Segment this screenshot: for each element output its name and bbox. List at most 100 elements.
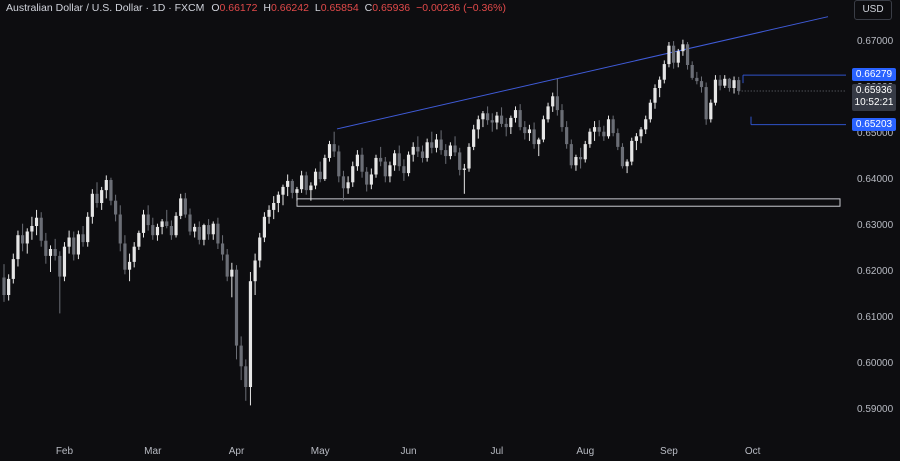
candle-down (216, 217, 220, 249)
candle-body (365, 171, 369, 185)
candle-body (495, 115, 499, 123)
candle-body (630, 140, 634, 162)
candle-down (318, 161, 322, 183)
candle-up (634, 133, 638, 151)
candle-body (109, 180, 113, 201)
candle-body (216, 223, 220, 244)
candle-down (123, 235, 127, 275)
candle-body (151, 225, 155, 236)
candle-body (448, 145, 452, 157)
candle-up (393, 150, 397, 171)
candle-down (499, 107, 504, 128)
candle-body (444, 150, 448, 157)
candle-up (100, 186, 104, 210)
candle-up (583, 140, 587, 163)
candle-up (639, 127, 643, 144)
candle-down (569, 139, 573, 169)
candle-body (611, 119, 615, 134)
high-label: H (263, 2, 271, 14)
candle-up (295, 186, 299, 201)
candle-down (579, 147, 583, 169)
candle-up (16, 230, 20, 267)
candle-body (704, 87, 708, 120)
candle-body (248, 281, 253, 387)
candle-body (732, 80, 736, 88)
candle-body (690, 65, 694, 78)
candle-body (332, 144, 336, 152)
candle-body (481, 113, 485, 120)
candle-body (602, 131, 606, 137)
candle-body (555, 96, 559, 111)
candle-down (597, 120, 601, 137)
candle-body (360, 154, 364, 172)
candle-body (53, 249, 57, 256)
candle-body (62, 246, 67, 277)
candle-body (300, 175, 304, 190)
candle-body (174, 215, 178, 236)
candle-down (53, 238, 57, 261)
candle-body (541, 119, 545, 140)
candle-body (211, 223, 215, 235)
price-tick-label: 0.63000 (857, 220, 894, 231)
candle-body (355, 154, 359, 167)
candle-up (592, 121, 597, 141)
candle-body (486, 113, 490, 121)
candle-body (723, 78, 727, 86)
symbol-title[interactable]: Australian Dollar / U.S. Dollar · 1D · F… (6, 2, 205, 14)
candle-down (58, 251, 62, 314)
candle-down (81, 226, 85, 247)
candle-body (114, 200, 118, 215)
candle-up (472, 124, 476, 151)
candle-down (151, 217, 155, 240)
candle-down (360, 147, 364, 178)
candle-body (527, 129, 532, 134)
candle-body (430, 142, 434, 148)
candle-body (737, 80, 741, 91)
candle-down (379, 146, 383, 167)
candle-body (30, 226, 34, 232)
candle-down (21, 223, 25, 252)
candle-down (383, 157, 387, 183)
candle-body (258, 237, 262, 261)
candle-body (160, 221, 164, 227)
candle-up (202, 223, 206, 246)
candle-up (467, 143, 471, 172)
low-label: L (314, 2, 321, 14)
candle-body (234, 269, 239, 346)
candle-body (462, 168, 466, 170)
candle-down (337, 145, 341, 183)
candle-up (323, 154, 327, 181)
candle-body (634, 136, 638, 141)
time-tick-label: Sep (660, 446, 678, 457)
time-tick-label: Mar (144, 446, 162, 457)
price-tick-label: 0.65000 (857, 128, 894, 139)
candle-body (165, 221, 169, 226)
candle-down (560, 104, 564, 132)
candle-up (723, 75, 727, 88)
currency-button[interactable]: USD (854, 0, 892, 20)
candle-body (86, 216, 90, 243)
candle-down (197, 221, 201, 245)
candle-up (248, 272, 253, 406)
candle-body (16, 235, 20, 260)
candle-body (639, 129, 643, 137)
candle-up (551, 92, 555, 112)
candle-down (239, 336, 243, 381)
candle-up (509, 115, 513, 134)
candle-up (11, 253, 15, 284)
candle-body (379, 157, 383, 162)
candle-down (518, 104, 522, 131)
candle-down (207, 219, 211, 240)
candle-body (123, 243, 127, 270)
candle-up (286, 174, 290, 197)
candle-body (327, 144, 332, 158)
candle-down (718, 75, 722, 91)
candle-body (523, 127, 527, 134)
candle-body (179, 198, 183, 216)
candle-up (86, 212, 90, 247)
candle-up (179, 193, 183, 220)
candle-body (104, 180, 108, 191)
candle-body (95, 193, 99, 203)
candle-up (327, 140, 332, 162)
